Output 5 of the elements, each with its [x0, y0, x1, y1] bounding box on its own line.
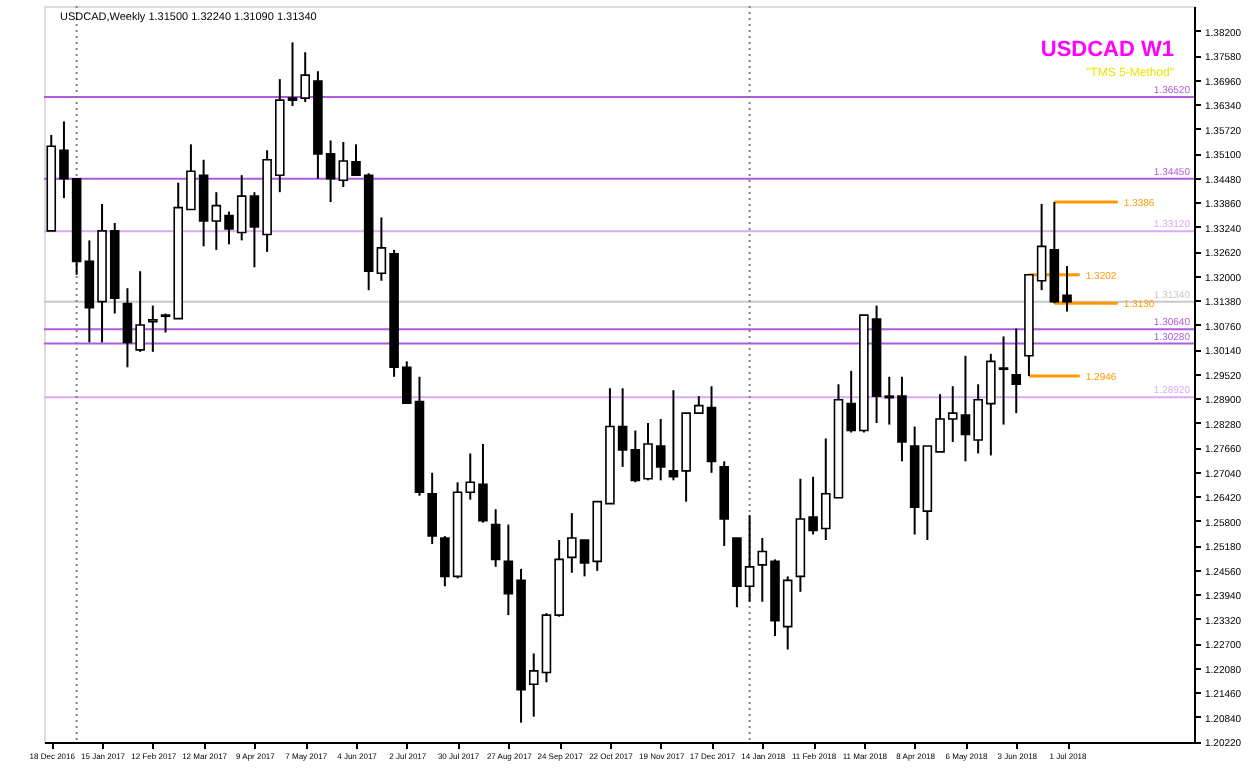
candlestick	[148, 304, 158, 353]
candlestick	[427, 471, 437, 545]
candlestick	[490, 508, 501, 568]
candlestick	[1011, 327, 1022, 415]
text: USDCAD W1	[1040, 38, 1174, 62]
